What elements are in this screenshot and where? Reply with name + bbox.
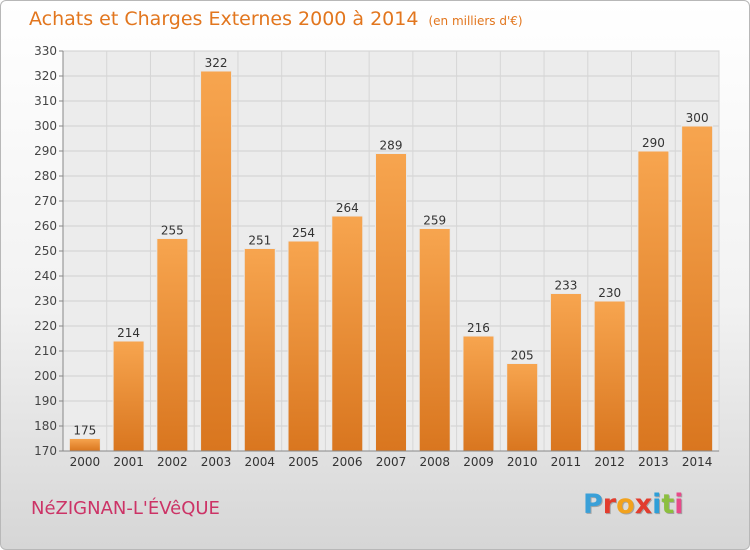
logo-letter: x bbox=[634, 489, 653, 520]
bar-2011 bbox=[549, 293, 582, 452]
x-tick-label: 2006 bbox=[332, 455, 363, 469]
y-tick-label: 310 bbox=[34, 94, 57, 108]
bar-2012 bbox=[593, 300, 626, 452]
logo-letter: o bbox=[616, 489, 635, 520]
x-tick-label: 2012 bbox=[594, 455, 625, 469]
data-label: 175 bbox=[73, 424, 96, 438]
data-label: 255 bbox=[161, 224, 184, 238]
bar-2007 bbox=[375, 153, 407, 452]
y-tick-label: 200 bbox=[34, 369, 57, 383]
commune-name: NéZIGNAN-L'ÉVêQUE bbox=[31, 498, 220, 519]
x-tick-label: 2000 bbox=[70, 455, 101, 469]
data-label: 322 bbox=[205, 56, 228, 70]
data-label: 251 bbox=[248, 234, 271, 248]
x-tick-label: 2001 bbox=[113, 455, 144, 469]
labels-layer: 175 214 255 322 251 254 264 289 259 216 205 233 230 2… bbox=[73, 56, 708, 438]
y-tick-label: 300 bbox=[34, 119, 57, 133]
x-tick-label: 2008 bbox=[419, 455, 450, 469]
y-tick-label: 290 bbox=[34, 144, 57, 158]
y-tick-label: 190 bbox=[34, 394, 57, 408]
y-tick-label: 250 bbox=[34, 244, 57, 258]
y-tick-label: 220 bbox=[34, 319, 57, 333]
x-tick-label: 2011 bbox=[551, 455, 582, 469]
data-label: 233 bbox=[554, 279, 577, 293]
y-tick-label: 170 bbox=[34, 444, 57, 458]
x-tick-label: 2003 bbox=[201, 455, 232, 469]
y-tick-label: 180 bbox=[34, 419, 57, 433]
logo-letter: P bbox=[583, 489, 603, 520]
bar-2002 bbox=[156, 238, 189, 452]
bar-2014 bbox=[681, 125, 714, 452]
y-tick-label: 270 bbox=[34, 194, 57, 208]
data-label: 230 bbox=[598, 286, 621, 300]
x-tick-label: 2010 bbox=[507, 455, 538, 469]
bar-2008 bbox=[418, 228, 451, 452]
x-tick-label: 2009 bbox=[463, 455, 494, 469]
data-label: 254 bbox=[292, 226, 315, 240]
data-label: 214 bbox=[117, 326, 140, 340]
logo-letter: i bbox=[674, 489, 684, 520]
bar-2009 bbox=[462, 335, 495, 452]
logo-letter: i bbox=[652, 489, 662, 520]
x-tick-label: 2014 bbox=[682, 455, 713, 469]
data-label: 300 bbox=[686, 111, 709, 125]
y-tick-label: 260 bbox=[34, 219, 57, 233]
logo-letter: r bbox=[602, 489, 617, 520]
bar-2013 bbox=[637, 150, 670, 452]
x-tick-label: 2002 bbox=[157, 455, 188, 469]
y-tick-label: 230 bbox=[34, 294, 57, 308]
logo-letter: t bbox=[661, 489, 675, 520]
bar-2005 bbox=[287, 240, 320, 452]
data-label: 264 bbox=[336, 201, 359, 215]
x-tick-label: 2004 bbox=[245, 455, 276, 469]
data-label: 205 bbox=[511, 349, 534, 363]
y-tick-label: 280 bbox=[34, 169, 57, 183]
y-tick-label: 330 bbox=[34, 44, 57, 58]
x-tick-label: 2013 bbox=[638, 455, 669, 469]
y-tick-label: 320 bbox=[34, 69, 57, 83]
bar-2004 bbox=[243, 248, 276, 452]
bars-layer bbox=[68, 70, 714, 452]
title-text: Achats et Charges Externes 2000 à 2014 bbox=[29, 8, 419, 30]
data-label: 259 bbox=[423, 214, 446, 228]
x-tick-label: 2007 bbox=[376, 455, 407, 469]
data-label: 290 bbox=[642, 136, 665, 150]
bar-2010 bbox=[506, 363, 539, 452]
y-tick-label: 240 bbox=[34, 269, 57, 283]
data-label: 216 bbox=[467, 321, 490, 335]
data-label: 289 bbox=[380, 139, 403, 153]
axis-layer: 170 180 190 200 210 220 230 240 250 260 270 280 290 3… bbox=[34, 44, 719, 469]
bar-2001 bbox=[112, 340, 145, 452]
y-tick-label: 210 bbox=[34, 344, 57, 358]
bar-2003 bbox=[200, 70, 233, 452]
x-tick-label: 2005 bbox=[288, 455, 319, 469]
chart-title: Achats et Charges Externes 2000 à 2014 (e… bbox=[29, 8, 523, 30]
proxiti-logo: Proxiti bbox=[583, 489, 684, 520]
bar-2000 bbox=[68, 438, 101, 452]
chart-subtitle: (en milliers d'€) bbox=[428, 14, 523, 28]
bar-2006 bbox=[331, 215, 364, 452]
